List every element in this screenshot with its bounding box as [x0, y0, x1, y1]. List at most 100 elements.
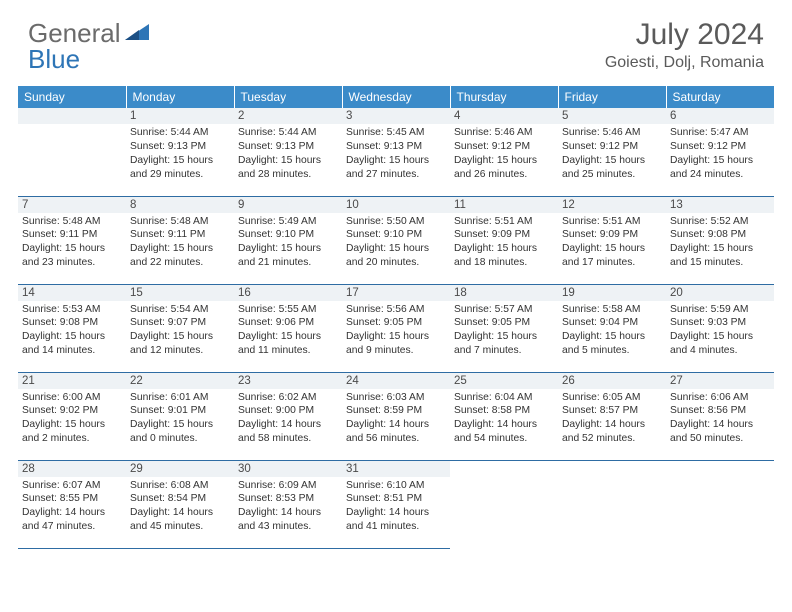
- day-number: 26: [558, 373, 666, 389]
- calendar-day-cell: 19Sunrise: 5:58 AMSunset: 9:04 PMDayligh…: [558, 284, 666, 372]
- calendar-day-cell: 25Sunrise: 6:04 AMSunset: 8:58 PMDayligh…: [450, 372, 558, 460]
- calendar-empty-cell: [450, 460, 558, 548]
- day-number: 19: [558, 285, 666, 301]
- day-details: Sunrise: 6:02 AMSunset: 9:00 PMDaylight:…: [234, 389, 342, 451]
- day-number: 28: [18, 461, 126, 477]
- day-number: 10: [342, 197, 450, 213]
- day-number: 20: [666, 285, 774, 301]
- day-details: Sunrise: 5:55 AMSunset: 9:06 PMDaylight:…: [234, 301, 342, 363]
- day-number: 23: [234, 373, 342, 389]
- day-number: 11: [450, 197, 558, 213]
- day-details: Sunrise: 5:53 AMSunset: 9:08 PMDaylight:…: [18, 301, 126, 363]
- day-header: Sunday: [18, 86, 126, 108]
- calendar-day-cell: 10Sunrise: 5:50 AMSunset: 9:10 PMDayligh…: [342, 196, 450, 284]
- calendar-day-cell: 3Sunrise: 5:45 AMSunset: 9:13 PMDaylight…: [342, 108, 450, 196]
- calendar-day-cell: 16Sunrise: 5:55 AMSunset: 9:06 PMDayligh…: [234, 284, 342, 372]
- calendar-day-cell: 28Sunrise: 6:07 AMSunset: 8:55 PMDayligh…: [18, 460, 126, 548]
- day-details: Sunrise: 5:58 AMSunset: 9:04 PMDaylight:…: [558, 301, 666, 363]
- calendar-day-cell: 23Sunrise: 6:02 AMSunset: 9:00 PMDayligh…: [234, 372, 342, 460]
- calendar-week-row: 7Sunrise: 5:48 AMSunset: 9:11 PMDaylight…: [18, 196, 774, 284]
- day-details: Sunrise: 5:50 AMSunset: 9:10 PMDaylight:…: [342, 213, 450, 275]
- calendar-day-cell: 20Sunrise: 5:59 AMSunset: 9:03 PMDayligh…: [666, 284, 774, 372]
- day-number: 9: [234, 197, 342, 213]
- day-details: Sunrise: 5:44 AMSunset: 9:13 PMDaylight:…: [126, 124, 234, 186]
- day-number: 3: [342, 108, 450, 124]
- day-number: 1: [126, 108, 234, 124]
- day-details: Sunrise: 5:48 AMSunset: 9:11 PMDaylight:…: [126, 213, 234, 275]
- day-details: Sunrise: 5:49 AMSunset: 9:10 PMDaylight:…: [234, 213, 342, 275]
- day-details: Sunrise: 5:48 AMSunset: 9:11 PMDaylight:…: [18, 213, 126, 275]
- day-details: Sunrise: 6:10 AMSunset: 8:51 PMDaylight:…: [342, 477, 450, 539]
- calendar-empty-cell: [558, 460, 666, 548]
- day-details: Sunrise: 5:59 AMSunset: 9:03 PMDaylight:…: [666, 301, 774, 363]
- day-number: 17: [342, 285, 450, 301]
- calendar-day-cell: 2Sunrise: 5:44 AMSunset: 9:13 PMDaylight…: [234, 108, 342, 196]
- calendar-empty-cell: [666, 460, 774, 548]
- calendar-day-cell: 26Sunrise: 6:05 AMSunset: 8:57 PMDayligh…: [558, 372, 666, 460]
- calendar-body: 1Sunrise: 5:44 AMSunset: 9:13 PMDaylight…: [18, 108, 774, 548]
- day-header: Wednesday: [342, 86, 450, 108]
- calendar-week-row: 28Sunrise: 6:07 AMSunset: 8:55 PMDayligh…: [18, 460, 774, 548]
- calendar-day-cell: 4Sunrise: 5:46 AMSunset: 9:12 PMDaylight…: [450, 108, 558, 196]
- calendar-day-cell: 1Sunrise: 5:44 AMSunset: 9:13 PMDaylight…: [126, 108, 234, 196]
- day-header: Saturday: [666, 86, 774, 108]
- calendar-day-cell: 12Sunrise: 5:51 AMSunset: 9:09 PMDayligh…: [558, 196, 666, 284]
- day-number: 14: [18, 285, 126, 301]
- calendar-day-cell: 31Sunrise: 6:10 AMSunset: 8:51 PMDayligh…: [342, 460, 450, 548]
- day-details: Sunrise: 5:44 AMSunset: 9:13 PMDaylight:…: [234, 124, 342, 186]
- day-details: Sunrise: 6:06 AMSunset: 8:56 PMDaylight:…: [666, 389, 774, 451]
- day-number: 27: [666, 373, 774, 389]
- calendar-day-cell: 30Sunrise: 6:09 AMSunset: 8:53 PMDayligh…: [234, 460, 342, 548]
- calendar-day-cell: 24Sunrise: 6:03 AMSunset: 8:59 PMDayligh…: [342, 372, 450, 460]
- day-details: Sunrise: 5:54 AMSunset: 9:07 PMDaylight:…: [126, 301, 234, 363]
- day-details: Sunrise: 5:46 AMSunset: 9:12 PMDaylight:…: [558, 124, 666, 186]
- day-details: Sunrise: 5:51 AMSunset: 9:09 PMDaylight:…: [558, 213, 666, 275]
- day-number: 6: [666, 108, 774, 124]
- calendar-day-cell: 22Sunrise: 6:01 AMSunset: 9:01 PMDayligh…: [126, 372, 234, 460]
- day-details: Sunrise: 5:57 AMSunset: 9:05 PMDaylight:…: [450, 301, 558, 363]
- day-number: 15: [126, 285, 234, 301]
- calendar-day-cell: 14Sunrise: 5:53 AMSunset: 9:08 PMDayligh…: [18, 284, 126, 372]
- day-details: Sunrise: 6:08 AMSunset: 8:54 PMDaylight:…: [126, 477, 234, 539]
- day-details: Sunrise: 6:01 AMSunset: 9:01 PMDaylight:…: [126, 389, 234, 451]
- calendar-week-row: 21Sunrise: 6:00 AMSunset: 9:02 PMDayligh…: [18, 372, 774, 460]
- day-number: 24: [342, 373, 450, 389]
- calendar-day-cell: 9Sunrise: 5:49 AMSunset: 9:10 PMDaylight…: [234, 196, 342, 284]
- day-number: 13: [666, 197, 774, 213]
- calendar-empty-cell: [18, 108, 126, 196]
- day-details: Sunrise: 6:07 AMSunset: 8:55 PMDaylight:…: [18, 477, 126, 539]
- day-number: 8: [126, 197, 234, 213]
- calendar-week-row: 14Sunrise: 5:53 AMSunset: 9:08 PMDayligh…: [18, 284, 774, 372]
- day-details: Sunrise: 5:46 AMSunset: 9:12 PMDaylight:…: [450, 124, 558, 186]
- day-number: 22: [126, 373, 234, 389]
- day-header: Monday: [126, 86, 234, 108]
- logo-text-blue: Blue: [28, 44, 80, 75]
- day-number: 18: [450, 285, 558, 301]
- day-details: Sunrise: 5:56 AMSunset: 9:05 PMDaylight:…: [342, 301, 450, 363]
- calendar-day-cell: 29Sunrise: 6:08 AMSunset: 8:54 PMDayligh…: [126, 460, 234, 548]
- day-number: 30: [234, 461, 342, 477]
- calendar-header-row: SundayMondayTuesdayWednesdayThursdayFrid…: [18, 86, 774, 108]
- day-details: Sunrise: 6:00 AMSunset: 9:02 PMDaylight:…: [18, 389, 126, 451]
- calendar-day-cell: 7Sunrise: 5:48 AMSunset: 9:11 PMDaylight…: [18, 196, 126, 284]
- day-header: Friday: [558, 86, 666, 108]
- calendar-table: SundayMondayTuesdayWednesdayThursdayFrid…: [18, 86, 774, 549]
- calendar-day-cell: 6Sunrise: 5:47 AMSunset: 9:12 PMDaylight…: [666, 108, 774, 196]
- day-details: Sunrise: 6:05 AMSunset: 8:57 PMDaylight:…: [558, 389, 666, 451]
- day-details: Sunrise: 6:09 AMSunset: 8:53 PMDaylight:…: [234, 477, 342, 539]
- day-number: 31: [342, 461, 450, 477]
- calendar-week-row: 1Sunrise: 5:44 AMSunset: 9:13 PMDaylight…: [18, 108, 774, 196]
- day-number: 7: [18, 197, 126, 213]
- day-number: 29: [126, 461, 234, 477]
- calendar-day-cell: 8Sunrise: 5:48 AMSunset: 9:11 PMDaylight…: [126, 196, 234, 284]
- logo-triangle-icon: [125, 18, 151, 49]
- day-header: Tuesday: [234, 86, 342, 108]
- day-number: 4: [450, 108, 558, 124]
- calendar-day-cell: 17Sunrise: 5:56 AMSunset: 9:05 PMDayligh…: [342, 284, 450, 372]
- calendar-day-cell: 5Sunrise: 5:46 AMSunset: 9:12 PMDaylight…: [558, 108, 666, 196]
- calendar-day-cell: 15Sunrise: 5:54 AMSunset: 9:07 PMDayligh…: [126, 284, 234, 372]
- location: Goiesti, Dolj, Romania: [605, 54, 764, 72]
- day-number: 25: [450, 373, 558, 389]
- day-details: Sunrise: 6:03 AMSunset: 8:59 PMDaylight:…: [342, 389, 450, 451]
- day-details: Sunrise: 6:04 AMSunset: 8:58 PMDaylight:…: [450, 389, 558, 451]
